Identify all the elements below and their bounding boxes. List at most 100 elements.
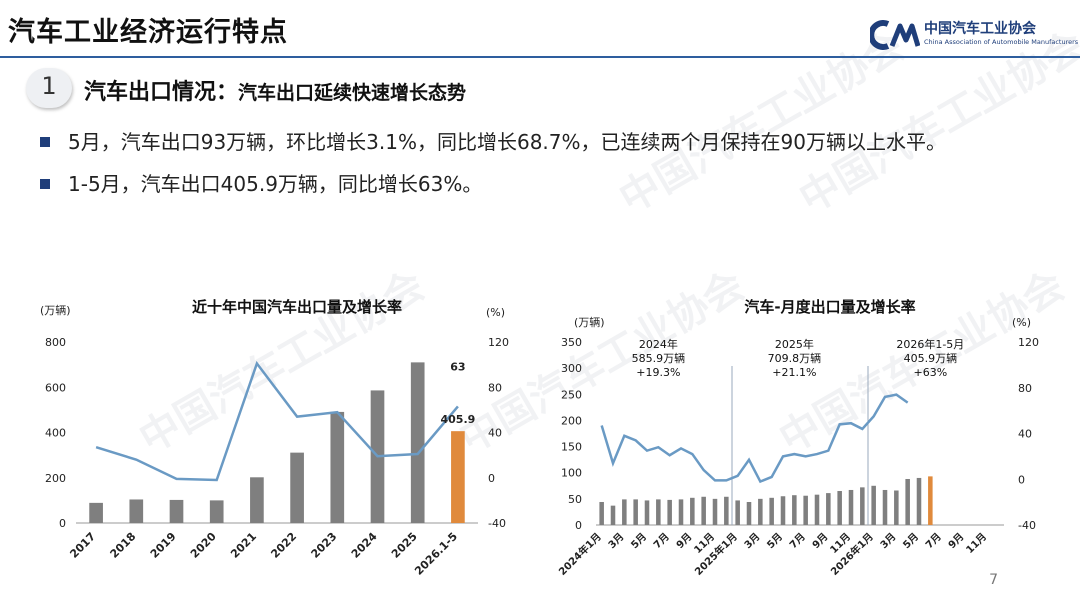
- bullet-item: 1-5月，汽车出口405.9万辆，同比增长63%。: [40, 168, 482, 197]
- x-tick-label: 5月: [765, 531, 785, 551]
- bar: [894, 490, 899, 525]
- y-tick-label-left: 600: [45, 381, 66, 394]
- bar: [129, 499, 144, 523]
- data-label-bar: 405.9: [441, 413, 476, 426]
- org-logo: 中国汽车工业协会 China Association of Automobile…: [870, 18, 1078, 52]
- y-tick-label-right: 120: [488, 336, 509, 349]
- y-tick-label-left: 350: [561, 336, 582, 349]
- section-title-main: 汽车出口情况：: [84, 80, 239, 105]
- bar: [837, 491, 842, 525]
- y-tick-label-right: 0: [488, 472, 495, 485]
- y-tick-label-right: 120: [1018, 336, 1039, 349]
- bar: [814, 494, 820, 525]
- bar: [860, 487, 865, 525]
- x-tick-label: 2017: [67, 530, 98, 561]
- x-tick-label: 5月: [629, 531, 649, 551]
- bar: [803, 495, 808, 525]
- y-axis-unit-right: (%): [486, 306, 505, 319]
- logo-text-cn: 中国汽车工业协会: [924, 21, 1036, 37]
- y-tick-label-right: 80: [1018, 382, 1032, 395]
- y-tick-label-right: -40: [488, 517, 506, 530]
- section-title: 汽车出口情况：汽车出口延续快速增长态势: [84, 74, 466, 106]
- bar: [758, 498, 763, 525]
- y-tick-label-left: 200: [45, 472, 66, 485]
- y-tick-label-right: 40: [488, 427, 502, 440]
- x-tick-label: 7月: [923, 531, 943, 551]
- bullet-square-icon: [40, 178, 50, 189]
- section-number-badge: 1: [26, 68, 72, 108]
- y-tick-label-left: 50: [568, 493, 582, 506]
- growth-rate-line: [600, 393, 909, 484]
- bar: [690, 497, 695, 525]
- bar: [792, 495, 797, 525]
- y-tick-label-left: 800: [45, 336, 66, 349]
- x-tick-label: 3月: [742, 531, 762, 551]
- bar: [928, 476, 933, 525]
- x-tick-label: 2022: [268, 530, 299, 561]
- chart-title: 汽车-月度出口量及增长率: [744, 298, 915, 316]
- bar: [169, 499, 184, 523]
- y-tick-label-left: 300: [561, 362, 582, 375]
- y-tick-label-right: 0: [1018, 473, 1025, 486]
- bullet-text: 1-5月，汽车出口405.9万辆，同比增长63%。: [68, 172, 483, 196]
- annotation-rate: +19.3%: [636, 366, 680, 379]
- y-tick-label-left: 150: [561, 441, 582, 454]
- x-tick-label: 2019: [148, 530, 179, 561]
- bar: [610, 505, 616, 525]
- annotation-year: 2025年: [775, 337, 814, 351]
- y-tick-label-left: 200: [561, 414, 582, 427]
- bar: [451, 431, 465, 523]
- watermark: 中国汽车工业协会: [611, 22, 913, 223]
- x-tick-label: 2026.1-5: [412, 530, 460, 578]
- x-tick-label: 2024年1月: [556, 530, 604, 578]
- logo-text-en: China Association of Automobile Manufact…: [924, 38, 1079, 46]
- x-tick-label: 2018: [108, 530, 139, 561]
- bar: [882, 489, 888, 525]
- bar: [410, 362, 425, 523]
- bar: [89, 502, 103, 523]
- monthly-export-chart: 汽车-月度出口量及增长率 (万辆) (%) 0 50 100 150 200 250 300 350…: [556, 298, 1039, 578]
- x-tick-label: 11月: [964, 531, 989, 556]
- y-tick-label-left: 250: [561, 388, 582, 401]
- bar: [769, 497, 774, 525]
- y-tick-label-left: 0: [575, 519, 582, 532]
- y-tick-label-left: 400: [45, 427, 66, 440]
- bar: [848, 489, 854, 525]
- x-tick-label: 2023: [309, 530, 340, 561]
- bar: [871, 485, 876, 525]
- page-number: 7: [989, 572, 998, 588]
- y-axis-unit-right: (%): [1012, 316, 1031, 329]
- annotation-year: 2026年1-5月: [896, 337, 964, 351]
- data-label-rate: 63: [450, 360, 465, 373]
- bar: [916, 477, 922, 525]
- bar: [656, 499, 661, 525]
- bar: [735, 500, 740, 525]
- y-tick-label-right: 40: [1018, 428, 1032, 441]
- y-tick-label-left: 0: [59, 517, 66, 530]
- y-tick-label-right: -40: [1018, 519, 1036, 532]
- bar: [644, 500, 650, 525]
- bullet-square-icon: [40, 136, 50, 147]
- bar: [633, 499, 638, 525]
- annotation-rate: +21.1%: [772, 366, 816, 379]
- bar: [905, 478, 910, 525]
- bar: [330, 411, 345, 523]
- x-tick-label: 2020: [188, 530, 219, 561]
- x-tick-label: 5月: [901, 531, 921, 551]
- bullet-text: 5月，汽车出口93万辆，环比增长3.1%，同比增长68.7%，已连续两个月保持在…: [68, 130, 946, 154]
- annotation-total: 405.9万辆: [904, 351, 958, 365]
- x-tick-label: 2021: [228, 530, 259, 561]
- bar: [622, 499, 627, 525]
- bar: [209, 500, 224, 523]
- annual-export-chart: 近十年中国汽车出口量及增长率 (万辆) (%) 0 200 400 600 800 -40 0 40…: [40, 298, 509, 578]
- header-divider: [0, 56, 1080, 58]
- page-title: 汽车工业经济运行特点: [8, 17, 288, 48]
- bullet-item: 5月，汽车出口93万辆，环比增长3.1%，同比增长68.7%，已连续两个月保持在…: [40, 126, 946, 155]
- y-tick-label-left: 100: [561, 467, 582, 480]
- section-subtitle: 汽车出口延续快速增长态势: [238, 82, 467, 104]
- y-tick-label-right: 80: [488, 381, 502, 394]
- x-tick-label: 2025: [389, 530, 420, 561]
- caam-logo-icon: [870, 20, 920, 50]
- x-tick-label: 2024: [349, 530, 380, 561]
- chart-title: 近十年中国汽车出口量及增长率: [192, 298, 402, 316]
